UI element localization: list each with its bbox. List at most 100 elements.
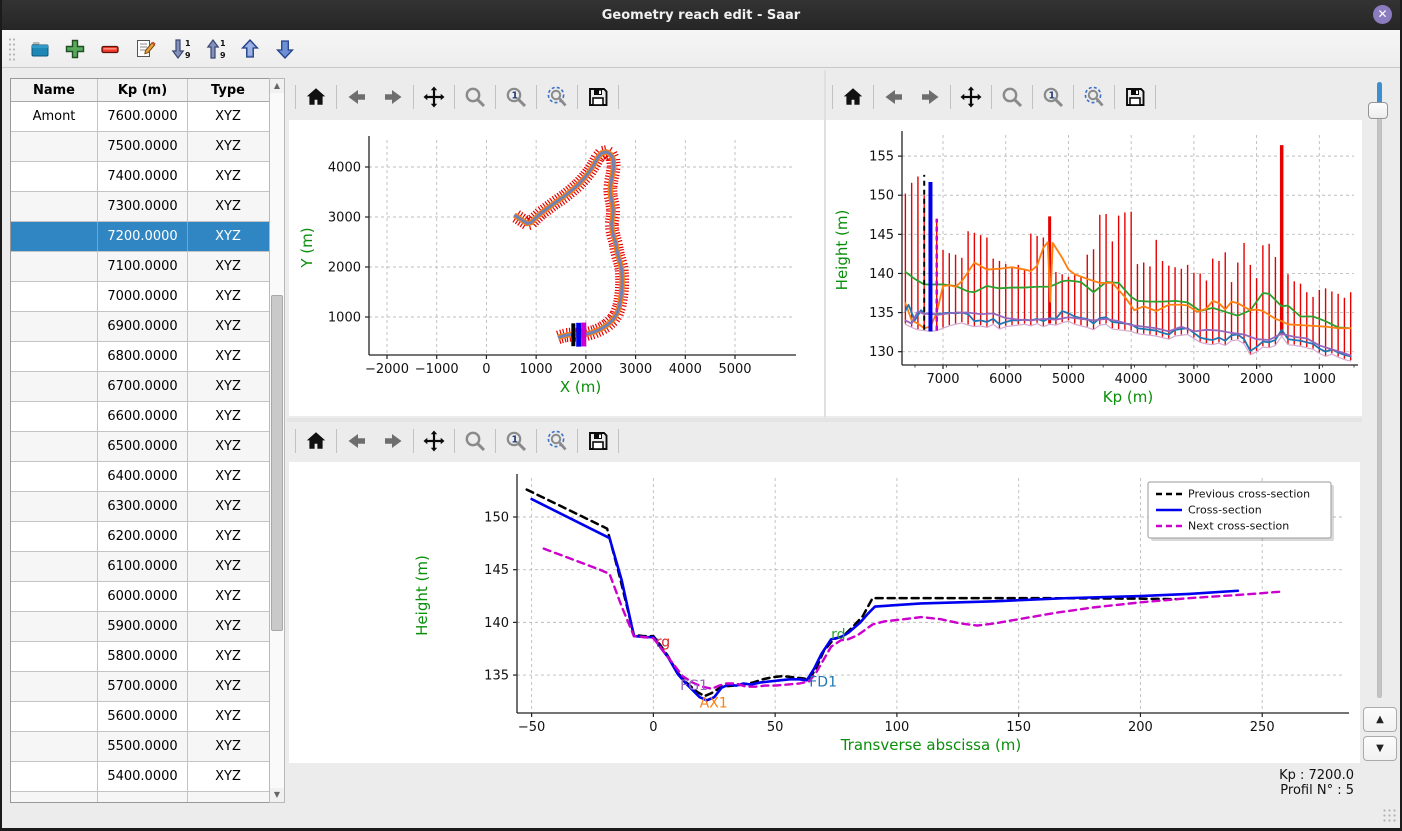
table-cell[interactable] bbox=[11, 762, 98, 791]
table-cell[interactable]: 6000.0000 bbox=[98, 582, 188, 611]
table-cell[interactable] bbox=[11, 432, 98, 461]
remove-profile-button[interactable] bbox=[94, 34, 126, 64]
next-profile-button[interactable]: ▼ bbox=[1363, 736, 1397, 761]
horizontal-splitter[interactable] bbox=[287, 418, 1362, 422]
table-row[interactable]: 7100.0000 XYZ bbox=[11, 252, 269, 282]
scrollbar-thumb[interactable] bbox=[271, 295, 283, 631]
table-row[interactable]: 7400.0000 XYZ bbox=[11, 162, 269, 192]
pan-button[interactable] bbox=[416, 426, 452, 456]
table-cell[interactable]: 7300.0000 bbox=[98, 192, 188, 221]
zoom-original-button[interactable]: 1 bbox=[498, 82, 534, 112]
table-cell[interactable]: XYZ bbox=[215, 439, 241, 454]
zoom-original-button[interactable]: 1 bbox=[498, 426, 534, 456]
table-cell[interactable]: XYZ bbox=[215, 649, 241, 664]
table-cell[interactable] bbox=[11, 732, 98, 761]
table-cell[interactable]: XYZ bbox=[215, 199, 241, 214]
table-cell[interactable]: 5700.0000 bbox=[98, 672, 188, 701]
table-row[interactable]: 6100.0000 XYZ bbox=[11, 552, 269, 582]
column-header-name[interactable]: Name bbox=[11, 79, 98, 101]
table-row[interactable] bbox=[11, 792, 269, 802]
plan-plot-figure[interactable]: −2000 −1000 0 1000 2000 3000 4000 5000 1000 2000 3… bbox=[289, 120, 824, 416]
table-cell[interactable]: 7400.0000 bbox=[98, 162, 188, 191]
column-header-kp[interactable]: Kp (m) bbox=[98, 79, 188, 101]
table-cell[interactable]: 7000.0000 bbox=[98, 282, 188, 311]
vertical-splitter[interactable] bbox=[824, 70, 826, 418]
table-cell[interactable]: XYZ bbox=[215, 139, 241, 154]
table-row[interactable]: 6700.0000 XYZ bbox=[11, 372, 269, 402]
table-cell[interactable]: XYZ bbox=[215, 289, 241, 304]
profile-table[interactable]: Name Kp (m) Type Amont 7600.0000 XYZ 7500.0… bbox=[10, 78, 270, 803]
open-file-button[interactable] bbox=[24, 34, 56, 64]
table-cell[interactable]: 5400.0000 bbox=[98, 762, 188, 791]
table-cell[interactable]: XYZ bbox=[215, 529, 241, 544]
pan-button[interactable] bbox=[953, 82, 989, 112]
table-cell[interactable]: 5900.0000 bbox=[98, 612, 188, 641]
table-row[interactable]: 5900.0000 XYZ bbox=[11, 612, 269, 642]
table-row[interactable]: 6500.0000 XYZ bbox=[11, 432, 269, 462]
table-cell[interactable] bbox=[11, 582, 98, 611]
table-cell[interactable] bbox=[11, 642, 98, 671]
table-cell[interactable]: XYZ bbox=[215, 679, 241, 694]
table-cell[interactable] bbox=[11, 312, 98, 341]
table-cell[interactable]: XYZ bbox=[215, 409, 241, 424]
scroll-up-arrow[interactable]: ▲ bbox=[270, 79, 284, 93]
table-row[interactable]: 7500.0000 XYZ bbox=[11, 132, 269, 162]
table-cell[interactable]: XYZ bbox=[215, 319, 241, 334]
table-row[interactable]: 6300.0000 XYZ bbox=[11, 492, 269, 522]
table-row[interactable]: 6800.0000 XYZ bbox=[11, 342, 269, 372]
table-cell[interactable]: 6100.0000 bbox=[98, 552, 188, 581]
profile-slider-track[interactable] bbox=[1377, 82, 1382, 698]
table-row[interactable]: 5600.0000 XYZ bbox=[11, 702, 269, 732]
add-profile-button[interactable] bbox=[59, 34, 91, 64]
table-cell[interactable]: XYZ bbox=[215, 499, 241, 514]
table-cell[interactable]: 6300.0000 bbox=[98, 492, 188, 521]
table-row[interactable]: 6000.0000 XYZ bbox=[11, 582, 269, 612]
back-button[interactable] bbox=[339, 82, 375, 112]
table-cell[interactable]: 5500.0000 bbox=[98, 732, 188, 761]
table-cell[interactable]: 6500.0000 bbox=[98, 432, 188, 461]
table-cell[interactable] bbox=[11, 252, 98, 281]
zoom-selection-button[interactable] bbox=[539, 426, 575, 456]
zoom-button[interactable] bbox=[457, 426, 493, 456]
zoom-original-button[interactable]: 1 bbox=[1035, 82, 1071, 112]
table-cell[interactable]: 7500.0000 bbox=[98, 132, 188, 161]
table-row[interactable]: 6400.0000 XYZ bbox=[11, 462, 269, 492]
table-cell[interactable] bbox=[11, 402, 98, 431]
home-button[interactable] bbox=[298, 82, 334, 112]
move-down-button[interactable] bbox=[269, 34, 301, 64]
table-row[interactable]: Amont 7600.0000 XYZ bbox=[11, 102, 269, 132]
table-cell[interactable]: 7200.0000 bbox=[98, 222, 188, 251]
table-cell[interactable] bbox=[98, 792, 188, 802]
resize-grip[interactable] bbox=[1382, 808, 1396, 822]
table-cell[interactable]: XYZ bbox=[215, 589, 241, 604]
table-cell[interactable] bbox=[11, 552, 98, 581]
table-row[interactable]: 5800.0000 XYZ bbox=[11, 642, 269, 672]
table-row[interactable]: 7300.0000 XYZ bbox=[11, 192, 269, 222]
table-row[interactable]: 6900.0000 XYZ bbox=[11, 312, 269, 342]
table-cell[interactable]: XYZ bbox=[215, 739, 241, 754]
table-cell[interactable]: XYZ bbox=[215, 709, 241, 724]
edit-profile-button[interactable] bbox=[129, 34, 161, 64]
zoom-selection-button[interactable] bbox=[1076, 82, 1112, 112]
profile-plot-figure[interactable]: 7000 6000 5000 4000 3000 2000 1000 130 135 140 145… bbox=[826, 120, 1362, 416]
table-cell[interactable] bbox=[11, 132, 98, 161]
table-cell[interactable]: 6700.0000 bbox=[98, 372, 188, 401]
table-cell[interactable] bbox=[11, 612, 98, 641]
table-cell[interactable] bbox=[11, 162, 98, 191]
table-cell[interactable] bbox=[11, 792, 98, 802]
home-button[interactable] bbox=[835, 82, 871, 112]
save-button[interactable] bbox=[1117, 82, 1153, 112]
table-cell[interactable] bbox=[11, 492, 98, 521]
table-cell[interactable]: XYZ bbox=[215, 259, 241, 274]
table-row[interactable]: 6200.0000 XYZ bbox=[11, 522, 269, 552]
zoom-button[interactable] bbox=[457, 82, 493, 112]
table-cell[interactable]: 7100.0000 bbox=[98, 252, 188, 281]
column-header-type[interactable]: Type bbox=[211, 82, 245, 98]
table-cell[interactable]: XYZ bbox=[215, 229, 241, 244]
table-cell[interactable]: 6400.0000 bbox=[98, 462, 188, 491]
cross-section-figure[interactable]: −50 0 50 100 150 200 250 135 140 145 150 Transverse… bbox=[289, 462, 1360, 763]
table-cell[interactable]: XYZ bbox=[215, 619, 241, 634]
forward-button[interactable] bbox=[375, 426, 411, 456]
